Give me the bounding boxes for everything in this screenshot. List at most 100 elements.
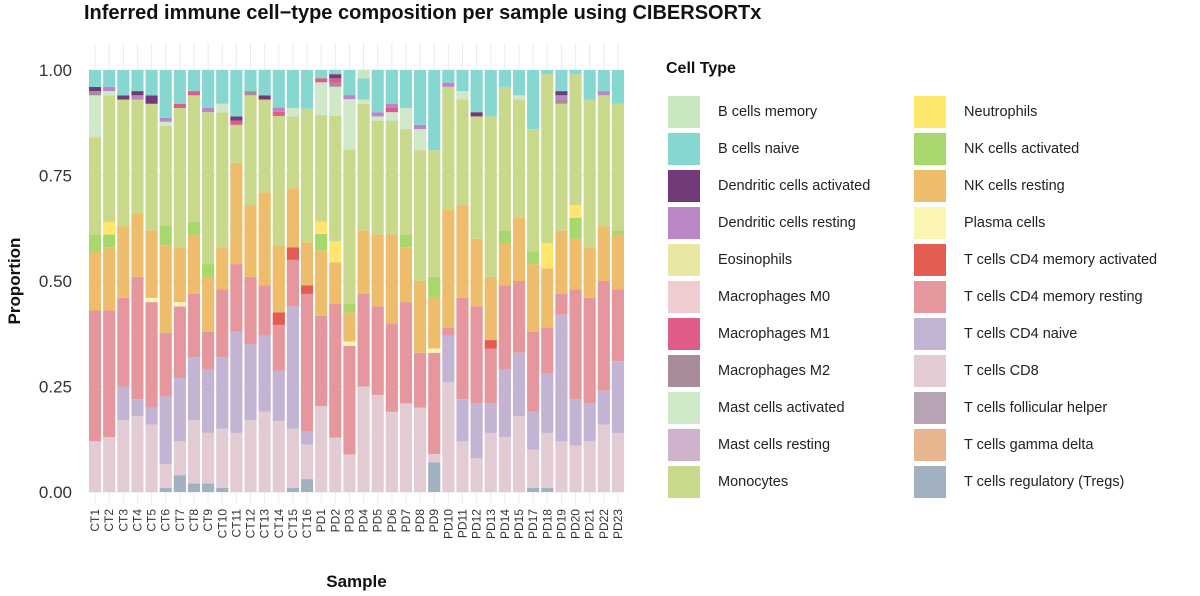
bar-segment [244, 91, 257, 96]
bar-segment [484, 116, 497, 277]
bar-segment [230, 116, 243, 121]
bar-segment [202, 107, 215, 113]
bar-segment [414, 70, 427, 125]
x-tick-label: CT6 [159, 509, 173, 532]
bar-segment [583, 441, 596, 492]
bar-segment [484, 348, 497, 404]
bar-segment [371, 306, 384, 395]
bar-segment [484, 340, 497, 349]
bar-segment [173, 441, 186, 476]
bar-segment [315, 250, 328, 316]
bar-segment [272, 420, 285, 492]
bar-segment [541, 327, 554, 374]
bar-segment [230, 331, 243, 433]
bar-segment [371, 234, 384, 307]
bar-segment [357, 230, 370, 294]
x-tick-label: PD22 [597, 509, 611, 539]
bar-segment [498, 369, 511, 438]
bar-segment [414, 281, 427, 353]
bar-segment [329, 74, 342, 79]
bar-segment [202, 276, 215, 332]
bar-segment [329, 262, 342, 304]
bar-segment [357, 99, 370, 104]
bar-segment [399, 403, 413, 492]
x-tick-label: PD2 [328, 509, 342, 533]
bar-segment [230, 120, 243, 125]
bar-segment [399, 247, 413, 303]
x-tick-label: PD3 [342, 509, 356, 533]
x-tick-label: PD14 [498, 509, 512, 539]
bar-segment [484, 403, 497, 433]
bar-segment [117, 99, 130, 227]
legend-label: NK cells resting [964, 178, 1065, 194]
bar-segment [555, 91, 568, 96]
bar-segment [583, 297, 596, 404]
bar-segment [131, 99, 144, 214]
bar-segment [286, 247, 299, 260]
bar-segment [103, 310, 116, 438]
bar-segment [385, 70, 398, 104]
bar-segment [103, 91, 116, 96]
bar-segment [258, 99, 271, 193]
legend-item: Dendritic cells resting [668, 207, 938, 239]
legend-key-swatch [914, 133, 946, 165]
bar-segment [329, 303, 342, 438]
legend-key-swatch [668, 392, 700, 424]
legend-label: T cells CD8 [964, 363, 1039, 379]
legend-label: Macrophages M2 [718, 363, 831, 379]
bar-segment [315, 233, 328, 251]
bar-segment [173, 107, 186, 248]
bar-segment [216, 289, 229, 357]
bar-segment [456, 70, 469, 92]
bar-segment [555, 103, 568, 231]
bar-segment [117, 297, 130, 387]
bar-segment [512, 99, 526, 218]
x-tick-label: PD8 [413, 509, 427, 533]
bar-segment [597, 91, 610, 96]
bar-segment [230, 432, 243, 492]
bar-segment [343, 95, 356, 100]
bar-segment [103, 95, 116, 222]
legend-item: T cells CD4 memory activated [914, 244, 1184, 276]
bar-segment [187, 483, 201, 492]
bar-segment [611, 70, 625, 104]
bar-segment [583, 247, 596, 298]
bar-segment [315, 78, 328, 83]
bar-segment [484, 276, 497, 341]
bar-segment [173, 475, 186, 492]
bar-segment [329, 70, 342, 75]
bar-segment [357, 103, 370, 231]
bar-segment [569, 399, 582, 446]
bar-segment [88, 86, 102, 92]
bar-segment [371, 116, 384, 121]
bar-segment [456, 99, 469, 206]
bar-segment [343, 312, 356, 342]
bar-segment [597, 424, 610, 492]
bar-segment [611, 230, 625, 235]
legend-key-swatch [668, 133, 700, 165]
bar-segment [159, 488, 172, 492]
x-tick-label: PD1 [314, 509, 328, 533]
bar-segment [272, 115, 285, 246]
bar-segment [159, 332, 172, 397]
bar-segment [131, 276, 144, 400]
x-tick-label: PD19 [554, 509, 568, 539]
bar-segment [272, 70, 285, 108]
legend-key-swatch [668, 318, 700, 350]
legend-key-swatch [668, 207, 700, 239]
bar-segment [569, 74, 582, 206]
legend-key-swatch [914, 355, 946, 387]
bar-segment [329, 86, 342, 116]
legend-key-swatch [914, 244, 946, 276]
bar-segment [456, 205, 469, 298]
bar-segment [117, 386, 130, 421]
bar-segment [258, 411, 271, 492]
bar-segment [512, 95, 526, 100]
bar-segment [173, 378, 186, 442]
bar-segment [442, 82, 455, 87]
legend-item: Eosinophils [668, 244, 938, 276]
bar-segment [216, 428, 229, 488]
bar-segment [258, 335, 271, 412]
bar-segment [527, 411, 540, 450]
bar-segment [555, 95, 568, 100]
